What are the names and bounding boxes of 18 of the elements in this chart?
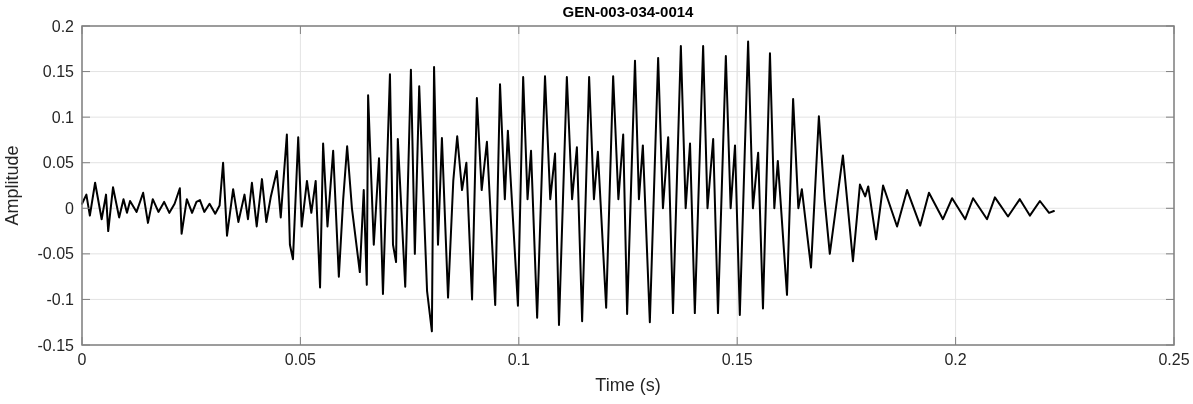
y-tick-label: 0.1 — [51, 108, 75, 126]
y-tick-label: 0 — [65, 199, 75, 217]
y-tick-label: 0.2 — [51, 17, 75, 35]
chart-title: GEN-003-034-0014 — [562, 3, 695, 20]
x-tick-label: 0 — [77, 351, 87, 368]
line-series — [81, 40, 1055, 333]
x-tick-label: 0.1 — [507, 351, 531, 368]
x-axis-title: Time (s) — [595, 375, 661, 395]
x-tick-label: 0.05 — [284, 351, 317, 368]
y-axis-title: Amplitude — [2, 145, 22, 226]
x-tick-label: 0.15 — [721, 351, 753, 368]
y-tick-label: -0.15 — [37, 336, 75, 354]
x-tick-label: 0.2 — [944, 351, 967, 368]
x-tick-label: 0.25 — [1158, 351, 1190, 368]
y-tick-label: 0.15 — [42, 63, 75, 81]
y-tick-label: 0.05 — [42, 154, 75, 172]
y-tick-label: -0.05 — [37, 245, 75, 263]
y-tick-label: -0.1 — [46, 291, 75, 309]
